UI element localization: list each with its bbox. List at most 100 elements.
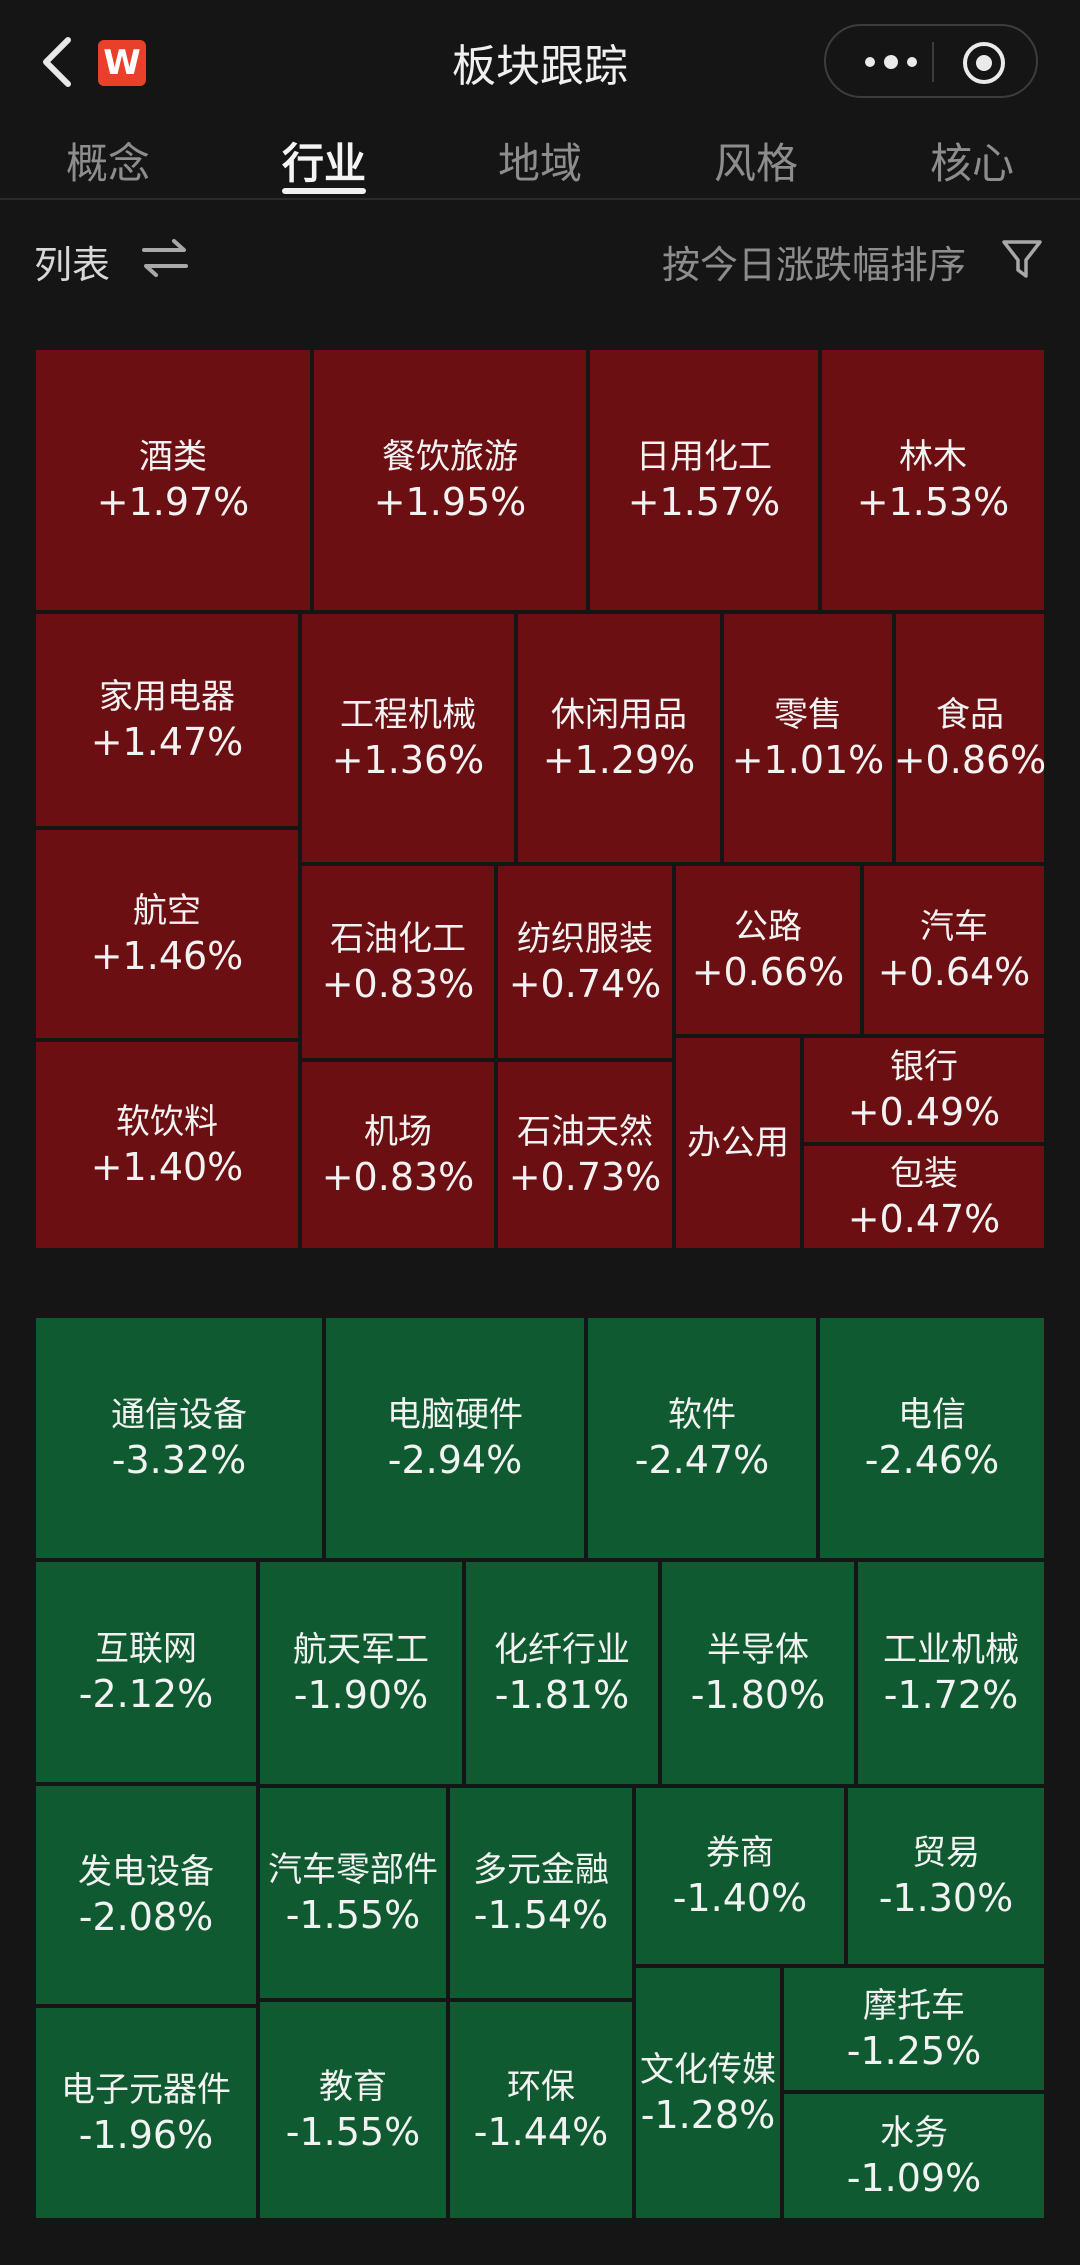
sector-change: -1.80% [690, 1673, 826, 1717]
sort-label[interactable]: 按今日涨跌幅排序 [661, 243, 966, 287]
sector-tile[interactable]: 发电设备 -2.08% [34, 1784, 258, 2006]
back-icon[interactable] [38, 34, 78, 90]
sector-tile[interactable]: 软件 -2.47% [586, 1316, 818, 1560]
sector-change: +1.47% [90, 720, 244, 764]
sector-name: 银行 [890, 1047, 958, 1087]
sector-name: 券商 [706, 1833, 774, 1873]
sector-tile[interactable]: 酒类 +1.97% [34, 348, 312, 612]
sector-tile[interactable]: 石油化工 +0.83% [300, 864, 496, 1060]
sector-tile[interactable]: 软饮料 +1.40% [34, 1040, 300, 1250]
sector-name: 日用化工 [636, 437, 772, 477]
tab-concept[interactable]: 概念 [65, 139, 150, 188]
sector-tile[interactable]: 包装 +0.47% [802, 1144, 1046, 1250]
sector-tile[interactable]: 券商 -1.40% [634, 1786, 846, 1966]
sector-tile[interactable]: 化纤行业 -1.81% [464, 1560, 660, 1786]
gainers-treemap: 酒类 +1.97% 餐饮旅游 +1.95% 日用化工 +1.57% 林木 +1.53% … [34, 348, 1046, 1250]
close-target-icon[interactable] [960, 39, 1008, 87]
filter-icon[interactable] [1000, 236, 1044, 282]
sector-change: -1.55% [285, 1893, 421, 1937]
sector-tile[interactable]: 银行 +0.49% [802, 1036, 1046, 1144]
sector-tile[interactable]: 电脑硬件 -2.94% [324, 1316, 586, 1560]
sector-name: 通信设备 [111, 1395, 247, 1435]
app-logo: W [98, 40, 146, 86]
swap-icon[interactable] [142, 238, 188, 278]
sector-change: +1.40% [90, 1145, 244, 1189]
sector-change: -1.90% [293, 1673, 429, 1717]
tab-style[interactable]: 风格 [713, 139, 798, 188]
sector-name: 电子元器件 [61, 2070, 231, 2110]
sector-name: 发电设备 [78, 1852, 214, 1892]
sector-tile[interactable]: 纺织服装 +0.74% [496, 864, 674, 1060]
sector-tile[interactable]: 石油天然 +0.73% [496, 1060, 674, 1250]
sector-tile[interactable]: 半导体 -1.80% [660, 1560, 856, 1786]
sector-name: 办公用 [687, 1123, 789, 1163]
tab-industry[interactable]: 行业 [281, 139, 366, 188]
sector-tile[interactable]: 环保 -1.44% [448, 2000, 634, 2220]
sector-change: +1.46% [90, 934, 244, 978]
sector-tile[interactable]: 办公用 [674, 1036, 802, 1250]
sector-name: 化纤行业 [494, 1630, 630, 1670]
sector-tile[interactable]: 互联网 -2.12% [34, 1560, 258, 1784]
sector-tile[interactable]: 机场 +0.83% [300, 1060, 496, 1250]
sector-change: +1.97% [96, 480, 250, 524]
sector-tile[interactable]: 贸易 -1.30% [846, 1786, 1046, 1966]
sector-tile[interactable]: 航天军工 -1.90% [258, 1560, 464, 1786]
sector-tile[interactable]: 零售 +1.01% [722, 612, 894, 864]
sector-name: 汽车零部件 [268, 1850, 438, 1890]
sector-tile[interactable]: 通信设备 -3.32% [34, 1316, 324, 1560]
tab-region[interactable]: 地域 [497, 139, 582, 188]
tab-core[interactable]: 核心 [929, 139, 1014, 188]
toolbar: 列表 按今日涨跌幅排序 [0, 228, 1080, 292]
sector-change: +0.49% [847, 1090, 1001, 1134]
sector-change: -1.30% [878, 1876, 1014, 1920]
sector-tile[interactable]: 多元金融 -1.54% [448, 1786, 634, 2000]
sector-name: 机场 [364, 1112, 432, 1152]
sector-name: 文化传媒 [640, 2050, 776, 2090]
page-title: 板块跟踪 [452, 41, 628, 92]
sector-change: -1.40% [672, 1876, 808, 1920]
sector-tile[interactable]: 休闲用品 +1.29% [516, 612, 722, 864]
sector-change: -2.94% [387, 1438, 523, 1482]
sector-change: +1.95% [373, 480, 527, 524]
sector-tile[interactable]: 电信 -2.46% [818, 1316, 1046, 1560]
sector-name: 电信 [898, 1395, 966, 1435]
sector-tile[interactable]: 水务 -1.09% [782, 2092, 1046, 2220]
sector-tile[interactable]: 工程机械 +1.36% [300, 612, 516, 864]
sector-tile[interactable]: 食品 +0.86% [894, 612, 1046, 864]
sector-tile[interactable]: 摩托车 -1.25% [782, 1966, 1046, 2092]
sector-tile[interactable]: 电子元器件 -1.96% [34, 2006, 258, 2220]
sector-change: -1.55% [285, 2110, 421, 2154]
sector-change: +0.64% [877, 950, 1031, 994]
sector-tile[interactable]: 林木 +1.53% [820, 348, 1046, 612]
sector-name: 石油化工 [330, 919, 466, 959]
sector-tile[interactable]: 工业机械 -1.72% [856, 1560, 1046, 1786]
sector-change: -1.25% [846, 2029, 982, 2073]
sector-change: -1.96% [78, 2113, 214, 2157]
sector-name: 包装 [890, 1154, 958, 1194]
sector-tile[interactable]: 汽车零部件 -1.55% [258, 1786, 448, 2000]
sector-tile[interactable]: 公路 +0.66% [674, 864, 862, 1036]
sector-change: +1.53% [856, 480, 1010, 524]
sector-tile[interactable]: 教育 -1.55% [258, 2000, 448, 2220]
sector-tile[interactable]: 汽车 +0.64% [862, 864, 1046, 1036]
view-mode-label[interactable]: 列表 [34, 243, 111, 287]
sector-change: +0.83% [321, 1155, 475, 1199]
sector-name: 休闲用品 [551, 695, 687, 735]
mini-program-capsule [824, 24, 1038, 98]
sector-name: 林木 [899, 437, 967, 477]
sector-name: 家用电器 [99, 677, 235, 717]
sector-tile[interactable]: 航空 +1.46% [34, 828, 300, 1040]
sector-change: -1.09% [846, 2156, 982, 2200]
capsule-divider [932, 42, 934, 82]
more-icon[interactable] [856, 46, 926, 78]
sector-change: -1.54% [473, 1893, 609, 1937]
category-tabs: 概念 行业 地域 风格 核心 [0, 130, 1080, 202]
sector-tile[interactable]: 餐饮旅游 +1.95% [312, 348, 588, 612]
sector-change: +1.29% [542, 738, 696, 782]
sector-tile[interactable]: 日用化工 +1.57% [588, 348, 820, 612]
sector-name: 餐饮旅游 [382, 437, 518, 477]
sector-tile[interactable]: 文化传媒 -1.28% [634, 1966, 782, 2220]
sector-change: +0.66% [691, 950, 845, 994]
sector-name: 汽车 [920, 907, 988, 947]
sector-tile[interactable]: 家用电器 +1.47% [34, 612, 300, 828]
